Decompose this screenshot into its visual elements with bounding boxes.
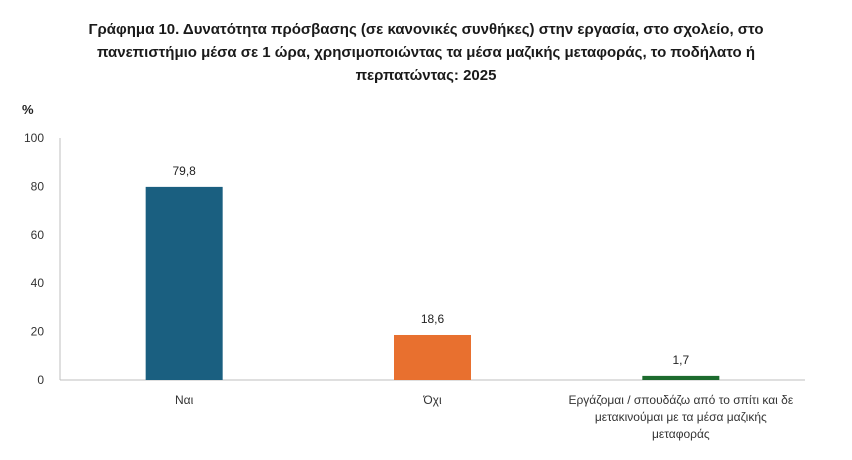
- bar: [394, 334, 471, 380]
- y-tick-label: 0: [37, 373, 44, 387]
- x-category-label-line: Ναι: [175, 393, 194, 407]
- chart-title-line: Γράφημα 10. Δυνατότητα πρόσβασης (σε καν…: [88, 21, 764, 38]
- data-label: 1,7: [672, 353, 689, 367]
- y-tick-label: 80: [31, 179, 45, 193]
- y-tick-label: 60: [31, 228, 45, 242]
- x-category-label-line: μετακινούμαι με τα μέσα μαζικής: [594, 410, 767, 424]
- bar: [642, 375, 720, 380]
- chart-title-line: πανεπιστήμιο μέσα σε 1 ώρα, χρησιμοποιών…: [96, 44, 756, 61]
- x-category-label: Όχι: [303, 392, 563, 409]
- x-category-label: Εργάζομαι / σπουδάζω από το σπίτι και δε…: [551, 392, 811, 443]
- y-tick-label: 20: [31, 325, 45, 339]
- chart-title-line: περπατώντας: 2025: [355, 67, 497, 84]
- x-category-label: Ναι: [54, 392, 314, 409]
- x-category-label-line: Όχι: [423, 393, 442, 407]
- chart-title: Γράφημα 10. Δυνατότητα πρόσβασης (σε καν…: [30, 18, 822, 87]
- y-axis-label: %: [22, 102, 34, 117]
- x-category-label-line: μεταφοράς: [651, 427, 710, 441]
- bar: [145, 186, 223, 380]
- y-tick-label: 40: [31, 276, 45, 290]
- data-label: 79,8: [172, 164, 196, 178]
- y-tick-label: 100: [24, 131, 44, 145]
- x-category-label-line: Εργάζομαι / σπουδάζω από το σπίτι και δε: [568, 393, 794, 407]
- data-label: 18,6: [421, 312, 445, 326]
